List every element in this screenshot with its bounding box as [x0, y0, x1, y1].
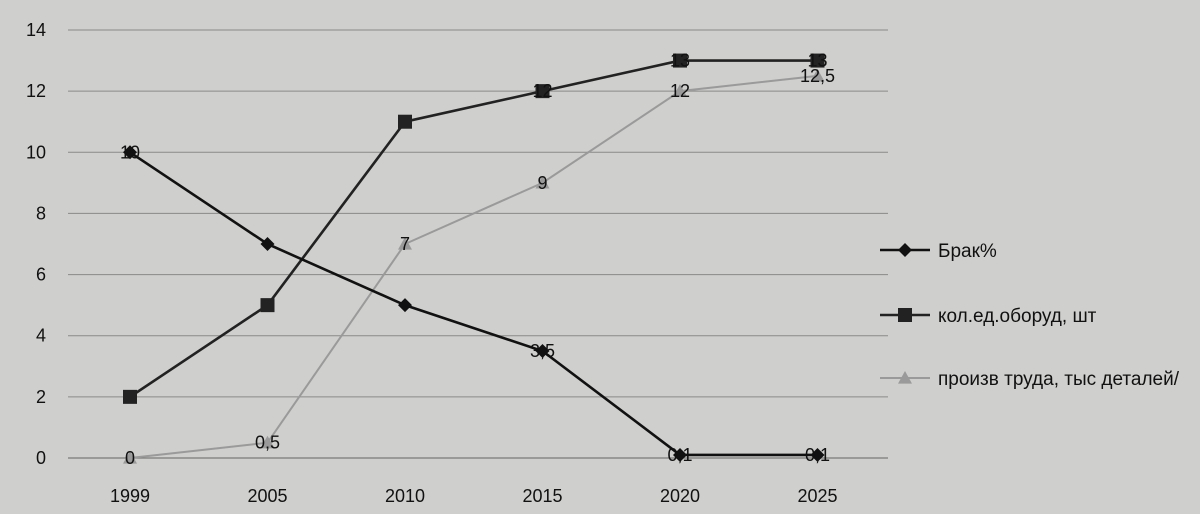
- y-tick-label: 4: [36, 326, 46, 346]
- legend: Брак% кол.ед.оборуд, шт произв труда, тыс …: [880, 241, 1180, 390]
- series-0: [123, 145, 825, 462]
- data-label: 0,5: [255, 433, 280, 453]
- series-0-point-marker: [123, 145, 137, 160]
- series-2: [123, 68, 825, 464]
- y-tick-label: 8: [36, 203, 46, 223]
- y-tick-label: 10: [26, 142, 46, 162]
- y-tick-label: 12: [26, 81, 46, 101]
- y-tick-label: 6: [36, 265, 46, 285]
- series-0-point-marker: [535, 344, 550, 358]
- series-1-point-marker: [123, 389, 137, 404]
- legend-entry-0: Брак%: [880, 241, 997, 262]
- legend-entry-1: кол.ед.оборуд, шт: [880, 306, 1097, 327]
- legend-0-marker: [898, 243, 912, 257]
- x-tick-label: 2015: [522, 486, 562, 506]
- series-1-point-marker: [535, 84, 550, 99]
- series-2-point-marker: [123, 451, 137, 464]
- legend-label: Брак%: [938, 241, 997, 262]
- series-1: [123, 53, 825, 404]
- series-1-point-marker: [398, 114, 412, 129]
- x-tick-label: 1999: [110, 486, 150, 506]
- grid-lines: [68, 29, 888, 398]
- x-tick-label: 2005: [247, 486, 287, 506]
- x-tick-label: 2020: [660, 486, 700, 506]
- data-labels: 10 3,5 0,1 0,1 12 13 13 0 0,5 7 9 12 12,5: [120, 51, 835, 468]
- y-tick-label: 14: [26, 20, 46, 40]
- data-label: 12: [670, 81, 690, 101]
- series-1-point-marker: [260, 298, 275, 313]
- x-tick-label: 2025: [797, 486, 837, 506]
- series-1-line: [129, 59, 818, 398]
- series-2-point-marker: [260, 435, 275, 449]
- series-2-point-marker: [398, 237, 412, 250]
- series-0-point-marker: [398, 298, 412, 313]
- data-label: 12,5: [800, 66, 835, 86]
- data-label: 9: [537, 173, 547, 193]
- series-lines: [123, 53, 825, 464]
- series-0-point-marker: [260, 237, 275, 251]
- series-0-point-marker: [673, 447, 687, 462]
- data-label: 7: [400, 234, 410, 254]
- data-label: 0,1: [805, 445, 830, 465]
- y-tick-label: 0: [36, 448, 46, 468]
- legend-1-marker: [898, 308, 912, 322]
- series-2-line: [129, 74, 818, 459]
- x-tick-label: 2010: [385, 486, 425, 506]
- series-2-point-marker: [535, 175, 550, 189]
- series-0-line: [129, 151, 818, 457]
- data-label: 12: [532, 81, 552, 101]
- legend-label: произв труда, тыс деталей/: [938, 369, 1180, 390]
- series-2-point-marker: [810, 68, 825, 82]
- legend-label: кол.ед.оборуд, шт: [938, 306, 1097, 327]
- y-tick-label: 2: [36, 387, 46, 407]
- series-1-point-marker: [810, 53, 825, 68]
- series-0-point-marker: [810, 447, 825, 462]
- series-2-point-marker: [673, 84, 687, 97]
- data-label: 0,1: [667, 445, 692, 465]
- data-label: 13: [670, 51, 690, 71]
- data-label: 10: [120, 142, 140, 162]
- legend-entry-2: произв труда, тыс деталей/: [880, 369, 1180, 390]
- legend-2-marker: [898, 371, 912, 384]
- axes: 0 2 4 6 8 10 12 14 1999 2005 2010 2015 2020 2025: [26, 20, 888, 506]
- series-1-point-marker: [673, 53, 687, 68]
- data-label: 13: [807, 51, 827, 71]
- data-label: 0: [125, 448, 135, 468]
- data-label: 3,5: [530, 341, 555, 361]
